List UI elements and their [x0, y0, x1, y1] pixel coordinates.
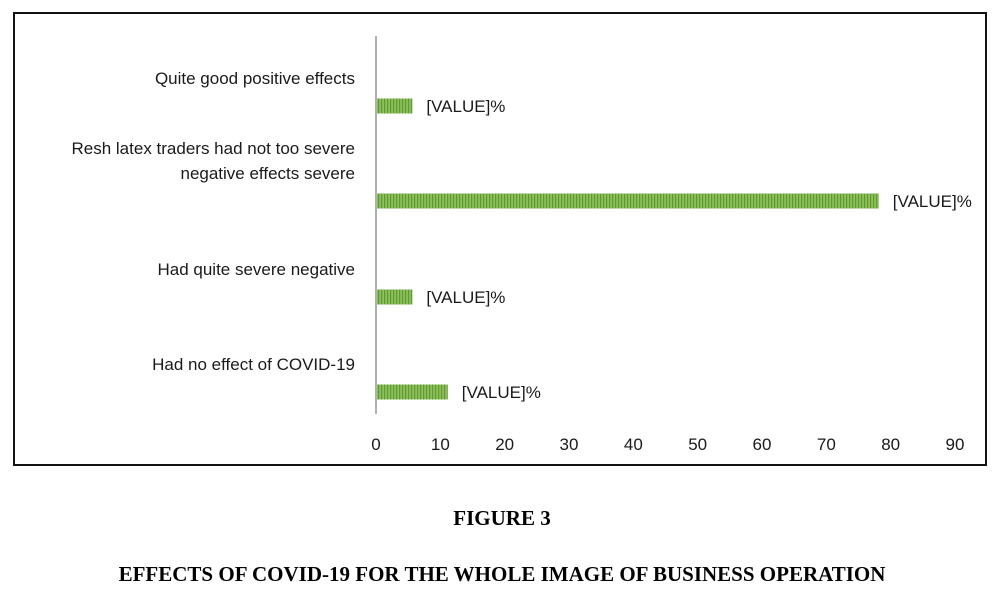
figure-caption: EFFECTS OF COVID-19 FOR THE WHOLE IMAGE …	[118, 562, 886, 586]
x-tick-label: 40	[624, 435, 643, 454]
figure-number: FIGURE 3	[453, 506, 551, 530]
x-tick-label: 50	[688, 435, 707, 454]
x-tick-label: 20	[495, 435, 514, 454]
category-label: Resh latex traders had not too severe	[72, 139, 356, 158]
category-label: Had quite severe negative	[157, 260, 355, 279]
bar	[377, 384, 448, 400]
category-label: Had no effect of COVID-19	[152, 355, 355, 374]
bar	[377, 98, 413, 114]
plot-area: Quite good positive effects [VALUE]% Resh …	[72, 36, 972, 454]
x-tick-label: 90	[946, 435, 965, 454]
bar	[377, 289, 413, 305]
value-label: [VALUE]%	[462, 383, 541, 402]
x-tick-label: 60	[753, 435, 772, 454]
chart-frame: Quite good positive effects [VALUE]% Resh …	[13, 12, 987, 466]
bar-chart: Quite good positive effects [VALUE]% Resh …	[72, 36, 972, 454]
category-label: negative effects severe	[180, 164, 355, 183]
x-tick-label: 70	[817, 435, 836, 454]
value-label: [VALUE]%	[893, 192, 972, 211]
value-label: [VALUE]%	[426, 288, 505, 307]
value-label: [VALUE]%	[426, 97, 505, 116]
x-tick-label: 30	[560, 435, 579, 454]
x-tick-label: 10	[431, 435, 450, 454]
bar	[377, 193, 879, 209]
x-tick-label: 80	[881, 435, 900, 454]
x-tick-label: 0	[371, 435, 380, 454]
category-label: Quite good positive effects	[155, 69, 355, 88]
